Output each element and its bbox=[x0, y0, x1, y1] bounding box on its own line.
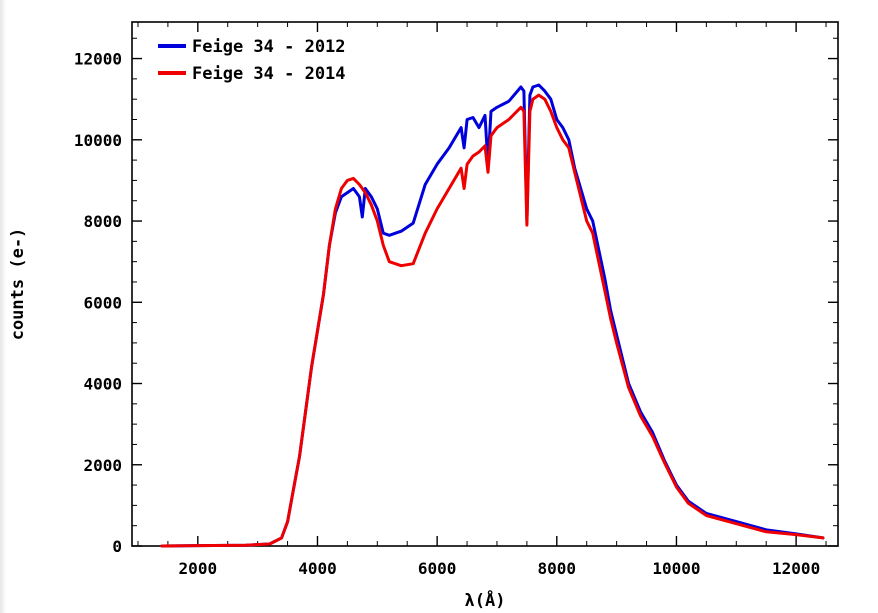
x-tick-label: 4000 bbox=[298, 559, 337, 578]
legend: Feige 34 - 2012 Feige 34 - 2014 bbox=[158, 37, 346, 84]
x-tick-label: 6000 bbox=[418, 559, 457, 578]
minor-ticks bbox=[132, 22, 838, 546]
legend-label-2014: Feige 34 - 2014 bbox=[192, 64, 346, 84]
x-axis-label: λ(Å) bbox=[465, 588, 506, 611]
series-lines bbox=[160, 83, 825, 548]
y-tick-label: 6000 bbox=[83, 293, 122, 312]
y-tick-label: 2000 bbox=[83, 456, 122, 475]
y-tick-label: 4000 bbox=[83, 375, 122, 394]
y-axis-label: counts (e-) bbox=[8, 228, 28, 341]
x-tick-labels: 2000 4000 6000 8000 10000 12000 bbox=[179, 559, 821, 578]
y-tick-label: 12000 bbox=[74, 50, 122, 69]
x-tick-label: 12000 bbox=[772, 559, 820, 578]
plot-area bbox=[131, 21, 839, 547]
series-line-2014 bbox=[160, 93, 825, 548]
x-tick-label: 2000 bbox=[179, 559, 218, 578]
x-tick-label: 10000 bbox=[652, 559, 700, 578]
y-tick-label: 10000 bbox=[74, 131, 122, 150]
x-tick-label: 8000 bbox=[538, 559, 577, 578]
legend-label-2012: Feige 34 - 2012 bbox=[192, 37, 346, 57]
y-tick-label: 0 bbox=[112, 537, 122, 556]
y-tick-labels: 0 2000 4000 6000 8000 10000 12000 bbox=[74, 50, 122, 556]
window-edge-shadow bbox=[0, 0, 6, 613]
y-tick-label: 8000 bbox=[83, 212, 122, 231]
